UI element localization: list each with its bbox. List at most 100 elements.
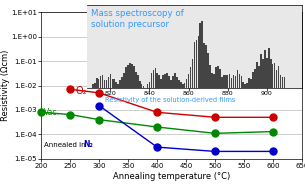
Bar [246, 83, 248, 88]
Bar [135, 72, 137, 88]
Text: O₂: O₂ [76, 86, 88, 96]
Bar [113, 79, 115, 88]
Bar [158, 75, 160, 88]
Bar [137, 75, 138, 88]
Bar [108, 77, 109, 88]
Bar [264, 50, 266, 88]
Bar [227, 75, 228, 88]
Bar [176, 77, 178, 88]
Bar [198, 36, 199, 88]
Text: Vac.: Vac. [44, 108, 60, 117]
Bar [205, 45, 207, 88]
Bar [170, 80, 172, 88]
Bar [166, 73, 168, 88]
Bar [241, 76, 242, 88]
Bar [149, 81, 150, 88]
Bar [266, 57, 267, 88]
Bar [188, 74, 189, 88]
Bar [270, 59, 271, 88]
Bar [242, 82, 244, 88]
Bar [155, 68, 156, 88]
Bar [182, 84, 184, 88]
X-axis label: Annealing temperature (°C): Annealing temperature (°C) [113, 172, 230, 181]
Bar [225, 75, 227, 88]
Bar [123, 73, 125, 88]
Bar [164, 74, 166, 88]
Bar [215, 67, 217, 88]
Bar [100, 76, 102, 88]
Bar [92, 84, 94, 88]
Bar [244, 84, 246, 88]
Bar [276, 70, 277, 88]
Bar [172, 77, 174, 88]
Bar [174, 73, 176, 88]
Bar [194, 42, 195, 88]
Bar [231, 78, 232, 88]
Y-axis label: Resistivity (Ωcm): Resistivity (Ωcm) [1, 50, 10, 121]
Bar [98, 79, 99, 88]
Text: Mass spectroscopy of
solution precursor: Mass spectroscopy of solution precursor [91, 9, 184, 29]
Bar [106, 80, 107, 88]
Text: Annealed in: Annealed in [44, 142, 88, 148]
Bar [160, 79, 162, 88]
Bar [235, 76, 236, 88]
Bar [141, 84, 142, 88]
Bar [237, 70, 238, 88]
Bar [121, 77, 123, 88]
Bar [256, 62, 258, 88]
Text: N₂: N₂ [83, 140, 93, 149]
Bar [223, 74, 224, 88]
Bar [252, 72, 254, 88]
Bar [94, 83, 95, 88]
Bar [196, 40, 197, 88]
Bar [209, 65, 211, 88]
Bar [131, 64, 133, 88]
Bar [284, 77, 285, 88]
Bar [203, 43, 205, 88]
Bar [258, 66, 260, 88]
Bar [250, 79, 252, 88]
Bar [180, 82, 181, 88]
Bar [139, 81, 141, 88]
Bar [280, 75, 281, 88]
Bar [117, 84, 119, 88]
Bar [127, 65, 129, 88]
Bar [104, 80, 105, 88]
Bar [192, 59, 193, 88]
Bar [272, 64, 274, 88]
Bar [274, 63, 275, 88]
Bar [112, 79, 113, 88]
Bar [162, 75, 164, 88]
Bar [248, 77, 250, 88]
Bar [229, 74, 231, 88]
Bar [221, 77, 223, 88]
Bar [96, 78, 98, 88]
Bar [125, 67, 127, 88]
Bar [156, 73, 158, 88]
Bar [168, 76, 170, 88]
Bar [143, 86, 145, 88]
Bar [219, 69, 221, 88]
Bar [129, 63, 131, 88]
Bar [147, 84, 148, 88]
Bar [190, 67, 191, 88]
Text: Resistivity of the solution-derived films: Resistivity of the solution-derived film… [105, 97, 235, 103]
Bar [115, 82, 117, 88]
Bar [186, 79, 188, 88]
Bar [184, 83, 185, 88]
Bar [282, 77, 283, 88]
Bar [102, 75, 103, 88]
Bar [239, 74, 240, 88]
Bar [178, 80, 180, 88]
Bar [199, 23, 201, 88]
Bar [217, 66, 219, 88]
Bar [260, 53, 262, 88]
Bar [152, 70, 154, 88]
Bar [109, 74, 111, 88]
Bar [151, 73, 152, 88]
Bar [211, 73, 213, 88]
Bar [233, 75, 234, 88]
Bar [213, 74, 215, 88]
Bar [201, 21, 203, 88]
Bar [254, 69, 256, 88]
